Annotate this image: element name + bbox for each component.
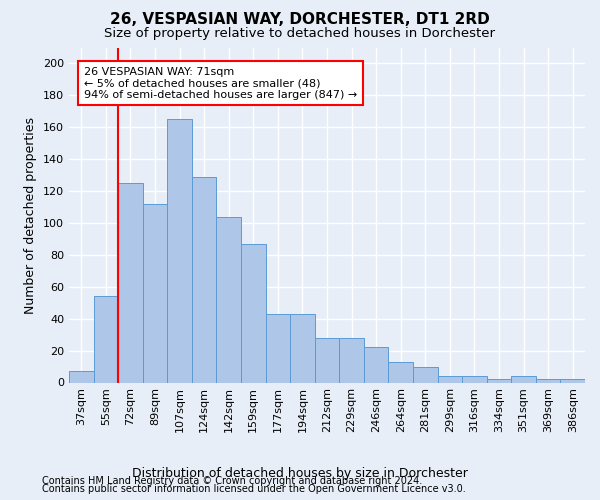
- Bar: [315, 338, 339, 382]
- Bar: [437, 376, 462, 382]
- Bar: [94, 296, 118, 382]
- Bar: [290, 314, 315, 382]
- Bar: [143, 204, 167, 382]
- Bar: [487, 380, 511, 382]
- Text: Size of property relative to detached houses in Dorchester: Size of property relative to detached ho…: [104, 28, 496, 40]
- Bar: [511, 376, 536, 382]
- Text: Contains public sector information licensed under the Open Government Licence v3: Contains public sector information licen…: [42, 484, 466, 494]
- Text: Distribution of detached houses by size in Dorchester: Distribution of detached houses by size …: [132, 468, 468, 480]
- Bar: [266, 314, 290, 382]
- Bar: [339, 338, 364, 382]
- Bar: [560, 380, 585, 382]
- Bar: [462, 376, 487, 382]
- Bar: [364, 348, 388, 382]
- Bar: [217, 216, 241, 382]
- Bar: [241, 244, 266, 382]
- Bar: [388, 362, 413, 382]
- Bar: [167, 120, 192, 382]
- Bar: [413, 366, 437, 382]
- Text: Contains HM Land Registry data © Crown copyright and database right 2024.: Contains HM Land Registry data © Crown c…: [42, 476, 422, 486]
- Bar: [192, 176, 217, 382]
- Y-axis label: Number of detached properties: Number of detached properties: [25, 116, 37, 314]
- Bar: [118, 183, 143, 382]
- Bar: [536, 380, 560, 382]
- Text: 26 VESPASIAN WAY: 71sqm
← 5% of detached houses are smaller (48)
94% of semi-det: 26 VESPASIAN WAY: 71sqm ← 5% of detached…: [84, 66, 357, 100]
- Bar: [69, 372, 94, 382]
- Text: 26, VESPASIAN WAY, DORCHESTER, DT1 2RD: 26, VESPASIAN WAY, DORCHESTER, DT1 2RD: [110, 12, 490, 28]
